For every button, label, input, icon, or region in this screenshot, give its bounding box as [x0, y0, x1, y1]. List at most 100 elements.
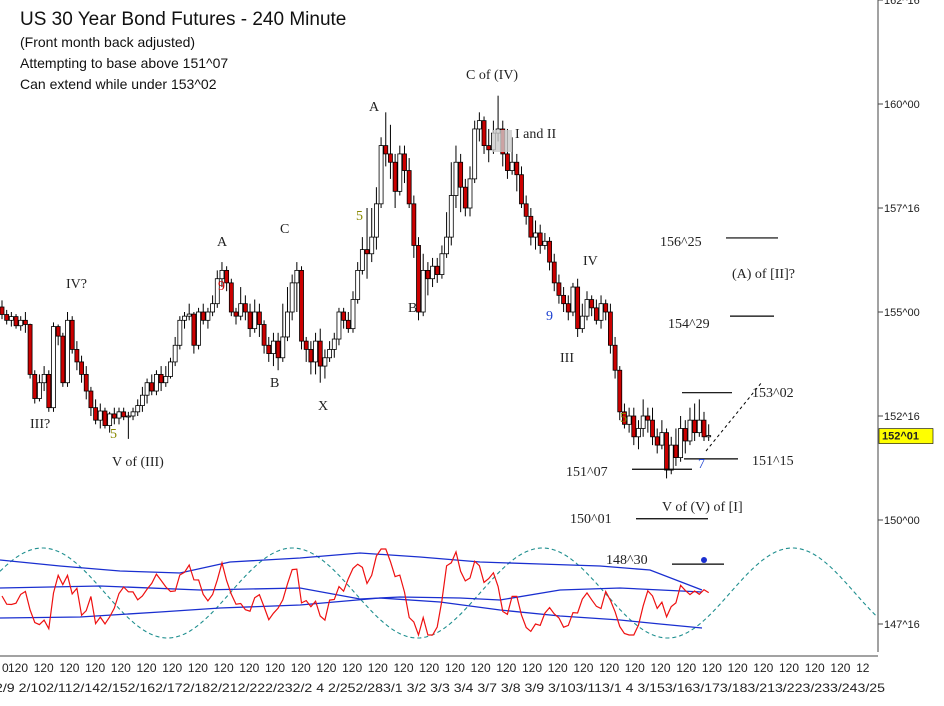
wave-label: IV? — [66, 277, 87, 292]
candle — [130, 407, 136, 421]
candle-body — [93, 407, 98, 421]
candle — [439, 245, 445, 279]
candle-body — [191, 313, 197, 346]
wave-label: 156^25 — [660, 235, 702, 250]
count-label: 7 — [698, 457, 705, 472]
count-label: 9 — [218, 279, 225, 294]
wave-label: 148^30 — [606, 553, 648, 568]
candle-body — [626, 415, 632, 425]
candle — [144, 378, 150, 404]
candle-body — [271, 340, 276, 354]
level-lines — [492, 130, 778, 565]
candle-body — [65, 319, 70, 384]
candle — [228, 278, 234, 317]
candle-body — [570, 286, 576, 313]
wave-label: X — [318, 399, 328, 414]
candle — [673, 428, 679, 466]
candle-body — [154, 373, 159, 392]
candle-body — [444, 236, 450, 255]
candle-body — [121, 411, 127, 418]
candle — [139, 386, 145, 412]
candle — [453, 145, 459, 208]
candle-body — [575, 286, 581, 330]
candle-body — [303, 340, 309, 350]
candle-body — [46, 373, 52, 409]
candle-body — [664, 432, 669, 471]
candle — [458, 153, 464, 213]
candle — [654, 428, 660, 454]
candle-body — [261, 324, 267, 346]
candle — [331, 332, 337, 358]
candle — [280, 303, 286, 362]
candle — [256, 303, 262, 337]
hour-tick-label: 120 — [805, 661, 825, 675]
cycle-wave — [0, 547, 877, 639]
candle — [645, 407, 651, 433]
candle-body — [51, 326, 56, 409]
candle-body — [378, 145, 384, 205]
candle-body — [706, 435, 712, 438]
candle-body — [696, 419, 702, 434]
candle — [37, 374, 42, 402]
candle-body — [97, 410, 103, 421]
candle-body — [8, 316, 14, 321]
candle-body — [608, 311, 613, 346]
candle — [149, 374, 155, 396]
price-tick-label: 160^00 — [884, 99, 920, 111]
hour-tick-label: 120 — [419, 661, 439, 675]
candle — [107, 411, 113, 433]
hour-tick-label: 120 — [239, 661, 259, 675]
candle — [589, 295, 595, 317]
candle — [196, 307, 201, 350]
candle — [612, 336, 618, 379]
candle — [668, 436, 674, 475]
count-label: 5 — [620, 411, 627, 426]
candle — [299, 266, 304, 350]
price-tick-label: 157^16 — [884, 203, 920, 215]
hour-tick-label: 120 — [753, 661, 773, 675]
candle — [696, 399, 702, 437]
candle-body — [481, 120, 487, 146]
candle — [55, 324, 61, 346]
wave-label: 154^29 — [668, 317, 710, 332]
candle — [79, 355, 84, 383]
candle — [575, 278, 581, 337]
candle — [359, 237, 365, 275]
hour-tick-label: 120 — [651, 661, 671, 675]
candle-body — [186, 313, 192, 317]
hour-tick-label: 120 — [445, 661, 465, 675]
count-label: 5 — [356, 209, 363, 224]
candle — [467, 166, 473, 217]
candle — [322, 349, 328, 379]
candle — [706, 424, 712, 441]
candle-body — [397, 153, 403, 192]
candle — [88, 386, 94, 416]
hour-tick-label: 120 — [573, 661, 593, 675]
candle — [444, 212, 450, 258]
candle — [172, 336, 178, 367]
candle-body — [313, 340, 318, 363]
candle — [406, 158, 412, 208]
candle-body — [556, 282, 562, 296]
candle-body — [467, 178, 473, 209]
price-tick-label: 147^16 — [884, 619, 920, 631]
candle-body — [83, 373, 89, 392]
candle-body — [144, 382, 150, 396]
hour-tick-label: 120 — [316, 661, 336, 675]
candle-body — [542, 240, 548, 246]
oscillator-panel — [0, 547, 877, 639]
wave-label: IV — [583, 254, 598, 269]
candle — [74, 341, 80, 371]
candle-body — [388, 153, 393, 163]
candle-body — [41, 373, 47, 384]
wave-label: 151^15 — [752, 454, 794, 469]
candle-body — [453, 161, 459, 196]
candle-body — [168, 361, 173, 377]
price-tick-label: 162^16 — [884, 0, 920, 7]
candle — [32, 370, 38, 404]
candle-body — [373, 203, 379, 238]
candle-body — [631, 415, 637, 438]
wave-label: V of (III) — [112, 455, 164, 470]
candle-body — [682, 428, 688, 442]
